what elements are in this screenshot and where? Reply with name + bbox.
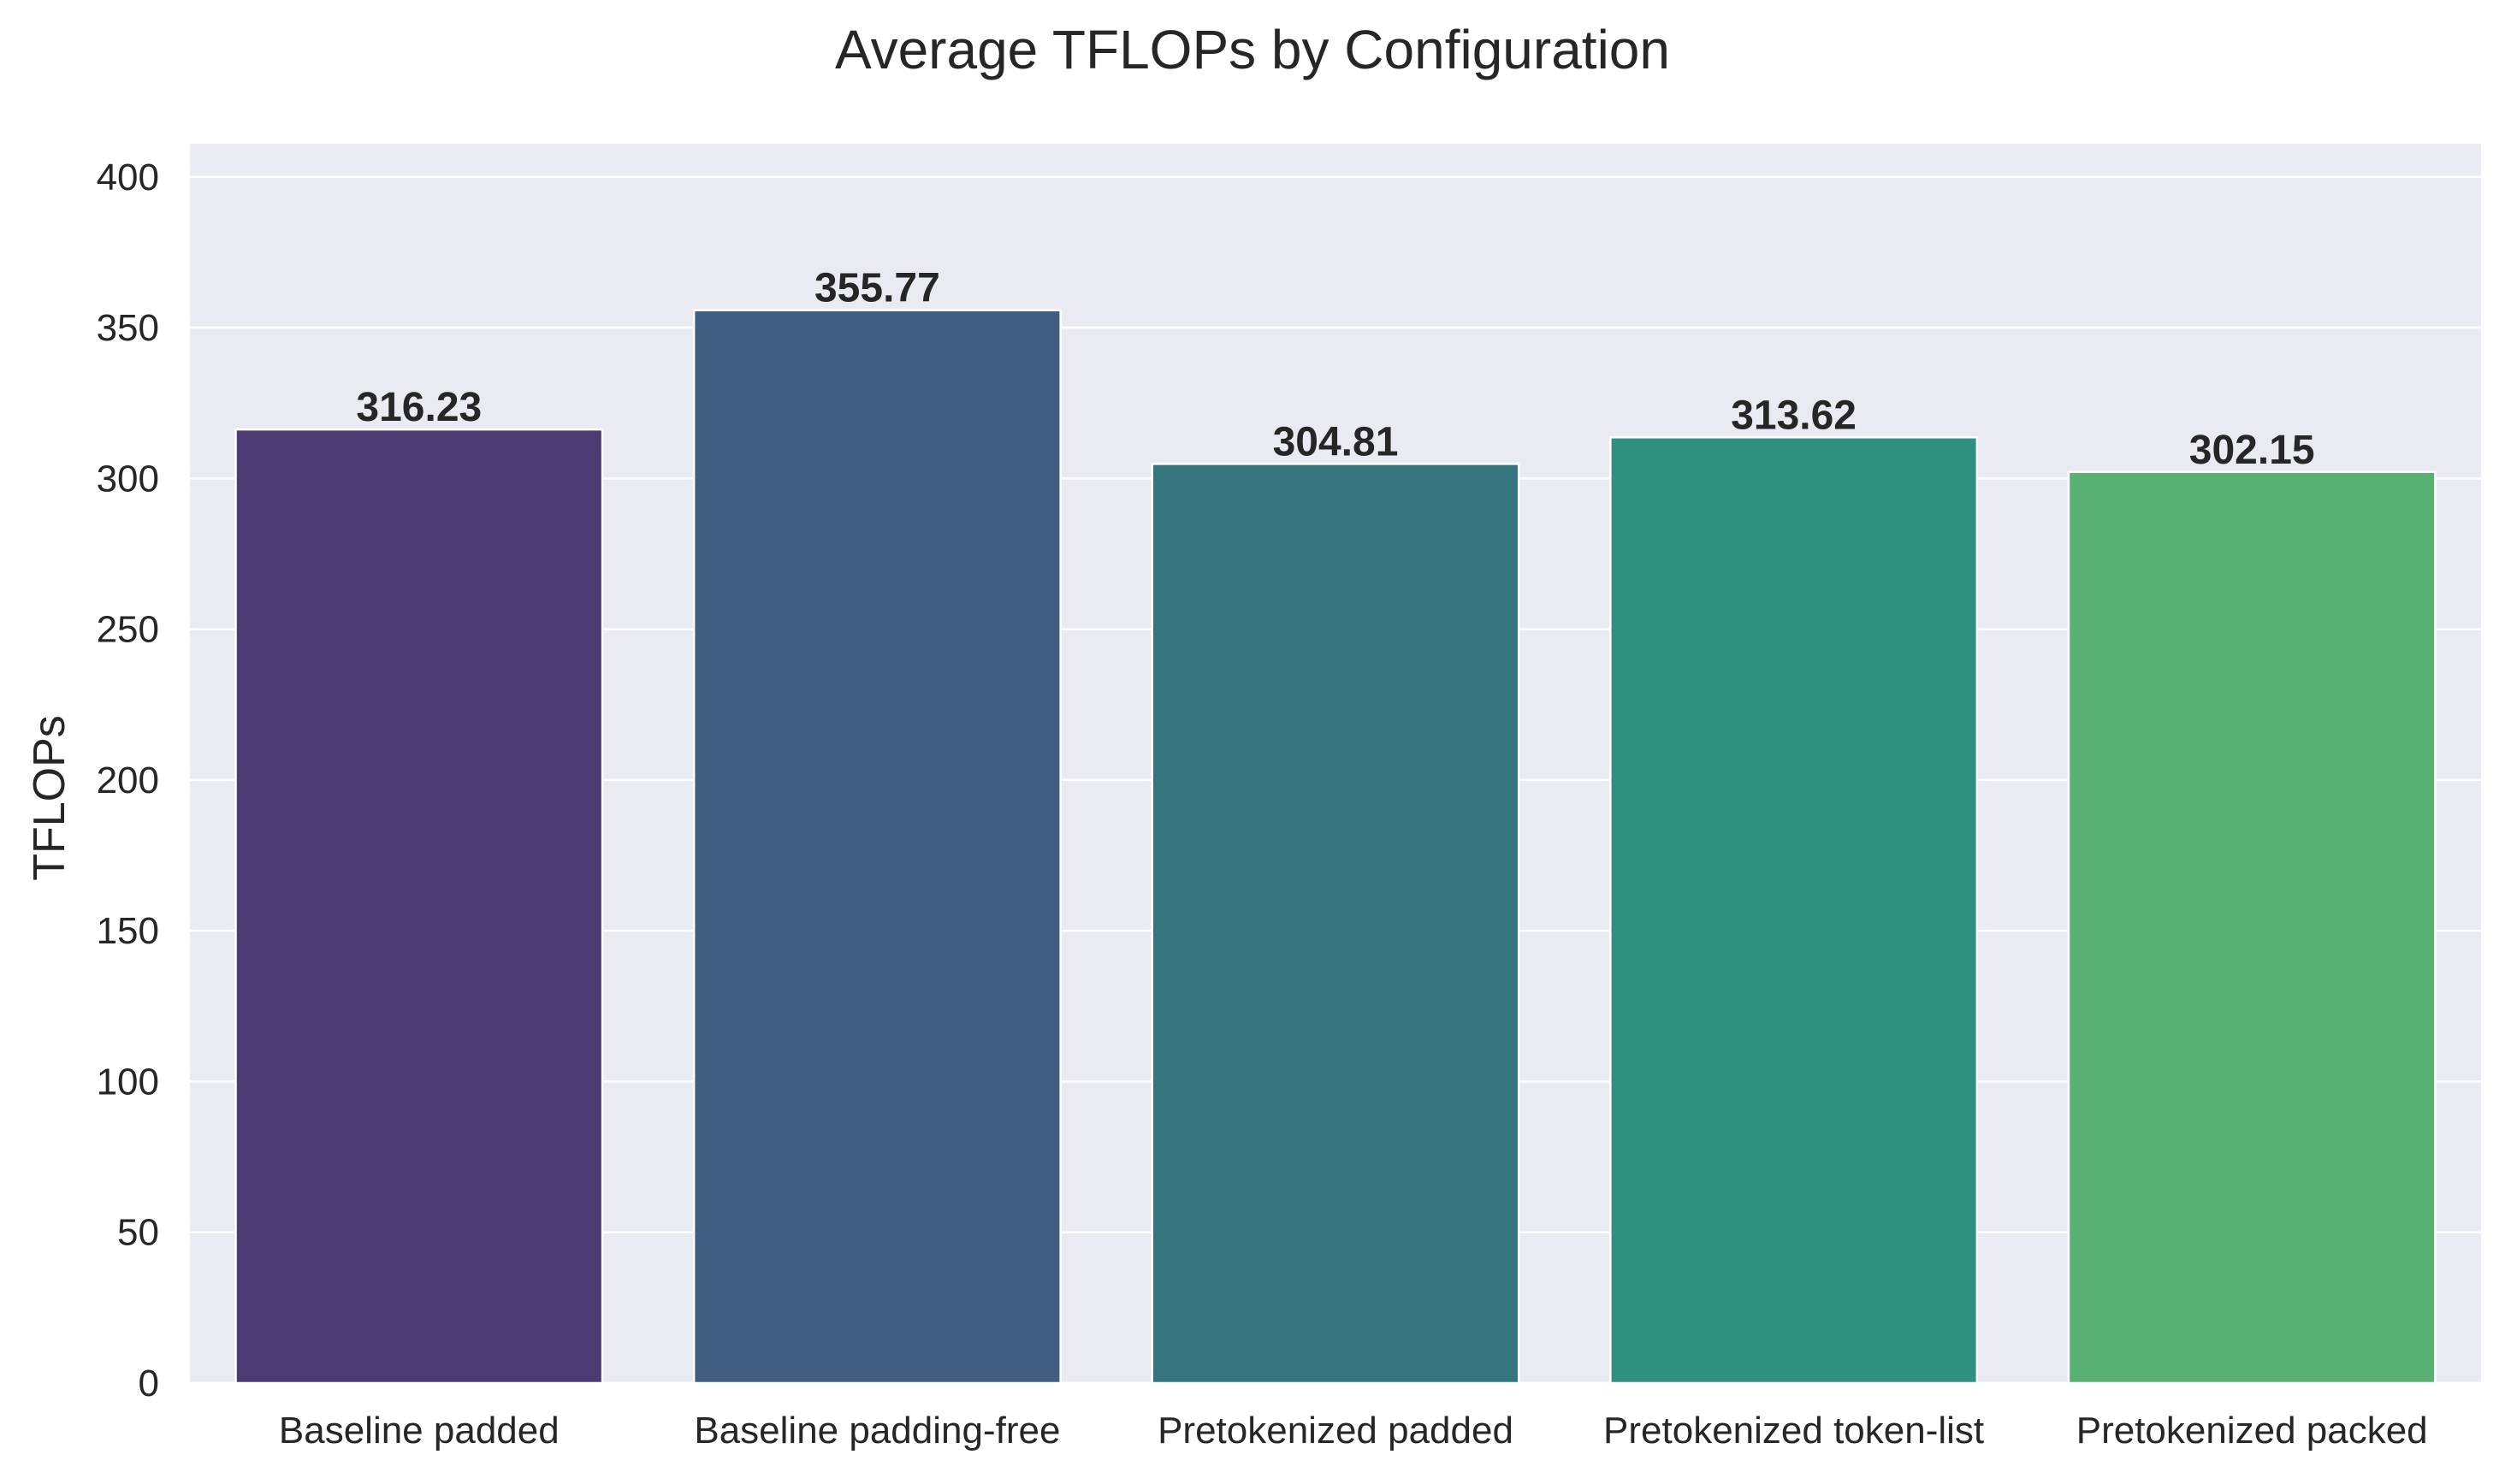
x-tick-label: Pretokenized packed (2076, 1410, 2428, 1451)
bar-value-label: 313.62 (1731, 393, 1857, 438)
x-tick-label: Baseline padded (279, 1410, 560, 1451)
y-tick-label: 50 (117, 1212, 159, 1254)
y-tick-label: 0 (139, 1363, 159, 1404)
y-tick-label: 350 (97, 307, 159, 349)
x-tick-label: Baseline padding-free (694, 1410, 1060, 1451)
bar (2067, 470, 2437, 1385)
x-tick-label: Pretokenized token-list (1603, 1410, 1984, 1451)
bar (1151, 463, 1520, 1385)
y-tick-label: 250 (97, 609, 159, 651)
bar (692, 309, 1062, 1385)
y-tick-label: 100 (97, 1061, 159, 1103)
bar-value-label: 316.23 (356, 385, 482, 430)
y-axis-label: TFLOPs (25, 715, 74, 881)
data-labels: 316.23 355.77 304.81 313.62 302.15 (356, 266, 2314, 473)
bar-value-label: 304.81 (1273, 419, 1399, 464)
y-axis-ticks: 0 50 100 150 200 250 300 350 400 (97, 157, 159, 1404)
x-tick-label: Pretokenized padded (1158, 1410, 1513, 1451)
chart-title: Average TFLOPs by Configuration (835, 19, 1670, 80)
x-axis-ticks: Baseline padded Baseline padding-free Pret… (279, 1410, 2428, 1451)
bar-value-label: 302.15 (2189, 428, 2315, 473)
bars (234, 309, 2437, 1385)
y-tick-label: 400 (97, 157, 159, 198)
y-tick-label: 150 (97, 910, 159, 952)
y-tick-label: 200 (97, 760, 159, 801)
bar-value-label: 355.77 (814, 266, 940, 311)
bar (1609, 436, 1979, 1385)
bar (234, 428, 604, 1385)
y-tick-label: 300 (97, 458, 159, 500)
